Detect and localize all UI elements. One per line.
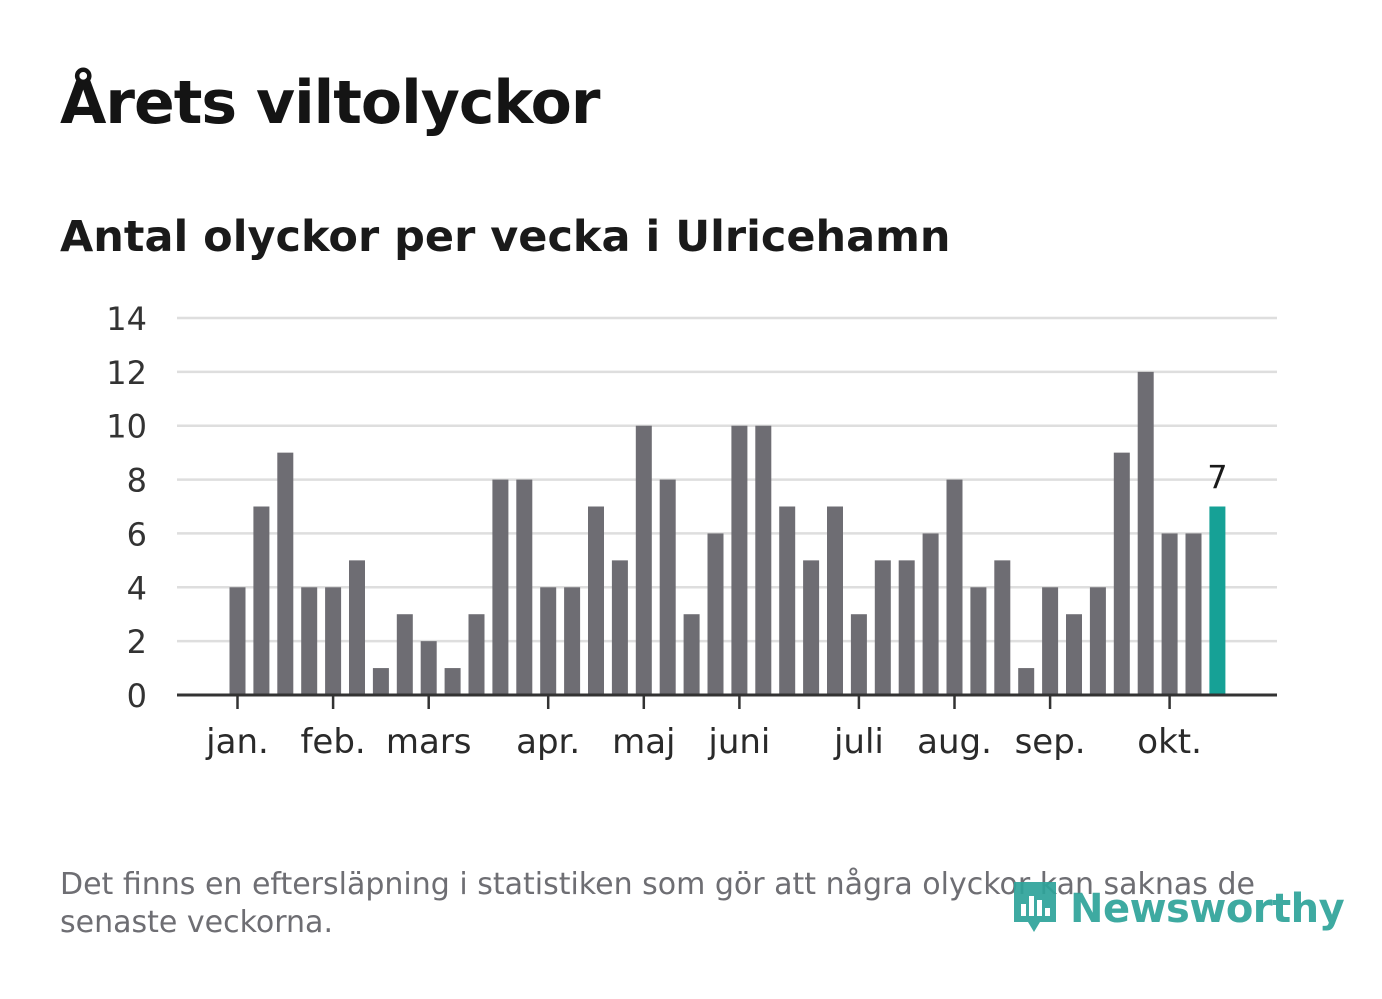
y-tick-label: 12 xyxy=(106,354,147,392)
bar-week-35 xyxy=(1042,587,1059,695)
bar-week-37 xyxy=(1089,587,1106,695)
y-tick-label: 0 xyxy=(127,677,147,715)
bar-week-39 xyxy=(1137,371,1154,695)
bar-week-6 xyxy=(349,560,365,695)
bar-week-9 xyxy=(420,641,437,695)
x-tick-label: mars xyxy=(386,722,472,762)
bar-week-22 xyxy=(731,425,748,695)
bar-week-5 xyxy=(325,587,342,695)
y-tick-label: 6 xyxy=(127,515,147,553)
bar-week-21 xyxy=(707,533,724,695)
x-tick-label: okt. xyxy=(1137,722,1202,762)
bar-week-28 xyxy=(874,560,891,695)
bar-chart-speech-icon xyxy=(1010,878,1060,940)
bar-week-26 xyxy=(827,506,843,695)
bars xyxy=(229,371,1226,695)
bar-week-11 xyxy=(468,614,485,695)
last-value-label: 7 xyxy=(1207,459,1227,497)
x-tick-label: feb. xyxy=(300,722,365,762)
bar-week-8 xyxy=(396,614,413,695)
x-tick-label: sep. xyxy=(1015,722,1086,762)
bar-week-30 xyxy=(922,533,939,695)
bar-week-40 xyxy=(1161,533,1178,695)
x-tick-label: aug. xyxy=(917,722,992,762)
y-tick-label: 4 xyxy=(127,569,147,607)
bar-week-31 xyxy=(946,479,963,695)
bar-week-23 xyxy=(755,425,772,695)
bar-week-25 xyxy=(803,560,820,695)
bar-week-7 xyxy=(372,668,389,695)
bar-week-27 xyxy=(850,614,867,695)
bar-week-41 xyxy=(1185,533,1202,695)
x-tick-label: juli xyxy=(833,722,884,762)
bar-week-17 xyxy=(611,560,628,695)
grid-lines xyxy=(177,316,1277,643)
chart-title: Årets viltolyckor xyxy=(60,68,600,138)
chart-subtitle: Antal olyckor per vecka i Ulricehamn xyxy=(60,212,951,262)
bar-week-24 xyxy=(779,506,796,695)
y-tick-label: 14 xyxy=(106,300,147,338)
x-axis xyxy=(177,693,1277,709)
bar-current-week xyxy=(1209,506,1226,695)
bar-week-14 xyxy=(540,587,557,695)
bar-week-4 xyxy=(301,587,318,695)
bar-chart: 0 2 4 6 8 10 12 14 7 jan. feb. mars apr. maj juni juli a… xyxy=(106,300,1277,762)
y-tick-label: 2 xyxy=(127,623,147,661)
bar-week-20 xyxy=(683,614,700,695)
newsworthy-logo[interactable]: Newsworthy xyxy=(1010,878,1345,940)
y-tick-label: 8 xyxy=(127,462,147,500)
bar-week-13 xyxy=(516,479,533,695)
bar-week-33 xyxy=(994,560,1011,695)
x-tick-label: maj xyxy=(612,722,675,762)
bar-week-36 xyxy=(1066,614,1082,695)
bar-week-18 xyxy=(635,425,652,695)
bar-week-32 xyxy=(970,587,987,695)
bar-week-16 xyxy=(588,506,604,695)
y-tick-label: 10 xyxy=(106,408,147,446)
bar-week-19 xyxy=(659,479,676,695)
bar-week-38 xyxy=(1113,452,1130,695)
axis-labels: 0 2 4 6 8 10 12 14 7 jan. feb. mars apr. maj juni juli a… xyxy=(106,300,1227,762)
bar-week-1 xyxy=(229,587,246,695)
bar-week-34 xyxy=(1018,668,1035,695)
bar-week-29 xyxy=(898,560,915,695)
bar-week-15 xyxy=(564,587,581,695)
bar-week-3 xyxy=(277,452,294,695)
x-tick-label: juni xyxy=(707,722,770,762)
logo-text: Newsworthy xyxy=(1070,886,1345,932)
bar-week-2 xyxy=(253,506,270,695)
bar-week-12 xyxy=(492,479,509,695)
x-tick-label: jan. xyxy=(205,722,269,762)
x-tick-label: apr. xyxy=(516,722,580,762)
bar-week-10 xyxy=(444,668,461,695)
